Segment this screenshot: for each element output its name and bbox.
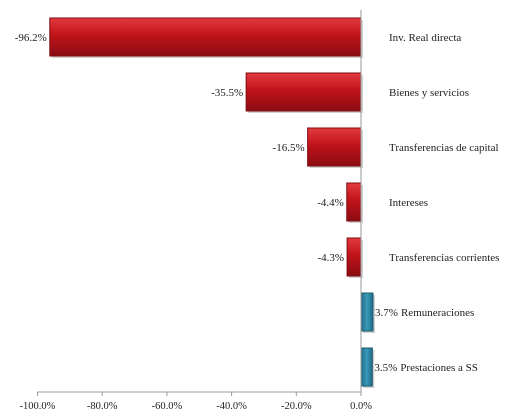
bar-inv-real-directa <box>49 17 362 57</box>
x-tick-label: -40.0% <box>216 401 247 412</box>
category-label: Transferencias corrientes <box>389 252 499 264</box>
value-label: -4.3% <box>318 252 345 264</box>
category-label: Bienes y servicios <box>389 87 469 99</box>
category-label: Prestaciones a SS <box>400 362 478 374</box>
x-tick-label: -100.0% <box>20 401 56 412</box>
bar-transferencias-de-capital <box>307 127 362 167</box>
value-label: -35.5% <box>211 87 243 99</box>
bar-prestaciones-a-ss <box>360 347 373 387</box>
x-ticks-group: -100.0% -80.0% -60.0% -40.0% -20.0% 0.0% <box>20 392 372 412</box>
x-tick-label: -80.0% <box>87 401 118 412</box>
value-labels-group: -96.2% -35.5% -16.5% -4.4% -4.3% 3.7% 3.5% <box>15 32 398 374</box>
bars-group <box>49 17 375 388</box>
x-tick-label: 0.0% <box>350 401 372 412</box>
bar-bienes-y-servicios <box>245 72 362 112</box>
bar-transferencias-corrientes <box>346 237 362 277</box>
x-tick-label: -60.0% <box>152 401 183 412</box>
value-label: -96.2% <box>15 32 47 44</box>
x-tick-label: -20.0% <box>281 401 312 412</box>
category-label: Inv. Real directa <box>389 32 461 44</box>
bar-intereses <box>346 182 362 222</box>
bar-remuneraciones <box>360 292 374 332</box>
value-label: -4.4% <box>317 197 344 209</box>
category-label: Remuneraciones <box>401 307 474 319</box>
category-label: Intereses <box>389 197 428 209</box>
value-label: -16.5% <box>273 142 305 154</box>
value-label: 3.7% <box>375 307 398 319</box>
category-label: Transferencias de capital <box>389 142 499 154</box>
category-labels-group: Inv. Real directa Bienes y servicios Trans… <box>389 32 499 374</box>
value-label: 3.5% <box>374 362 397 374</box>
